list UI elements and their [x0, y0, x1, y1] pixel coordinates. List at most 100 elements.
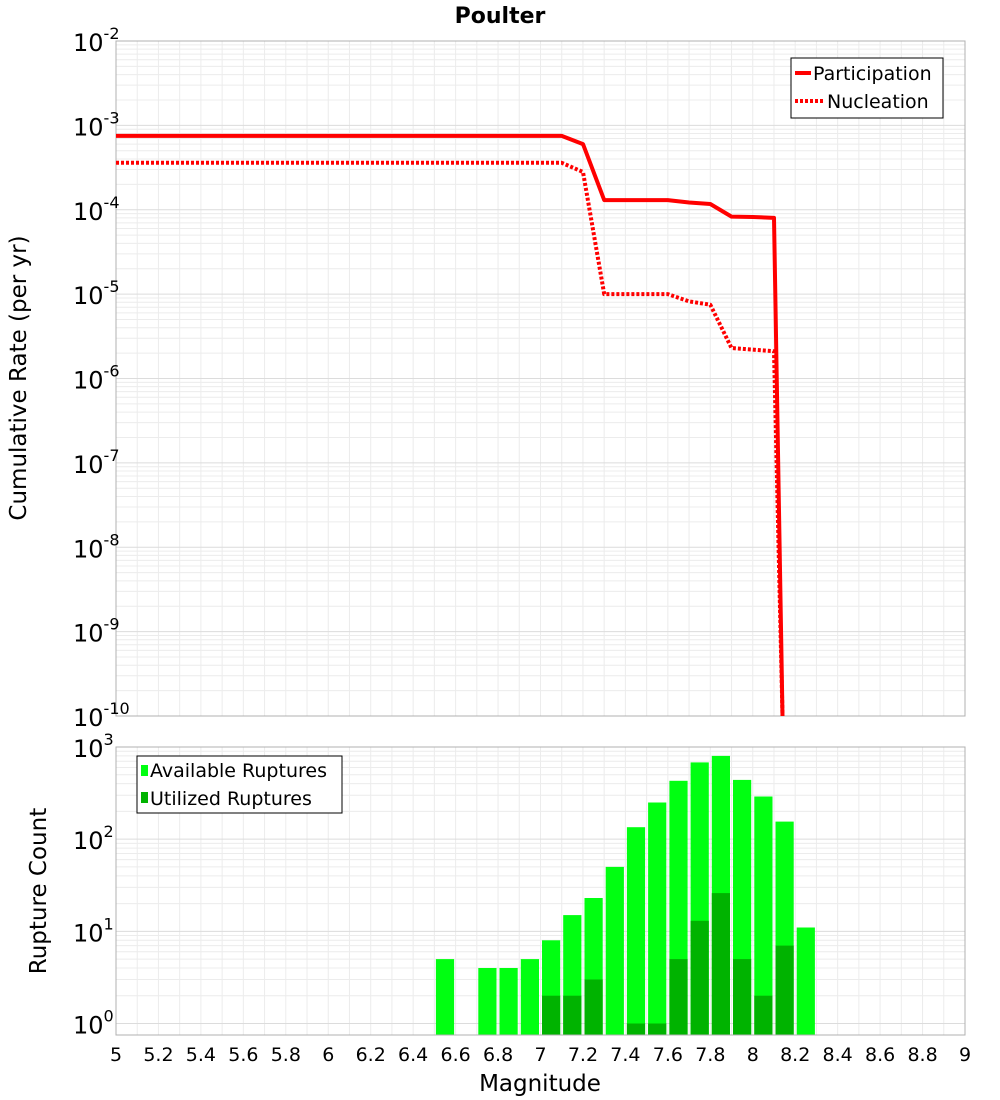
legend-utilized-swatch [141, 792, 148, 803]
available-bar [754, 796, 773, 1035]
tick-exponent: -9 [104, 615, 120, 634]
x-tick-label: 8.4 [823, 1044, 853, 1066]
legend-nucleation-label: Nucleation [827, 91, 929, 113]
x-tick-label: 6.6 [440, 1044, 470, 1066]
x-tick-label: 8.6 [865, 1044, 895, 1066]
tick-exponent: -5 [104, 277, 120, 296]
utilized-bar [584, 979, 603, 1035]
available-bar [648, 802, 667, 1035]
x-tick-label: 7.8 [695, 1044, 725, 1066]
tick-exponent: -8 [104, 530, 120, 549]
available-bar [796, 927, 815, 1035]
bottom-legend: Available Ruptures Utilized Ruptures [136, 755, 343, 814]
tick-exponent: -4 [104, 193, 120, 212]
tick-base: 10 [73, 29, 104, 57]
bottom-y-tick-label: 102 [73, 822, 114, 855]
series-line-nucleation [116, 160, 785, 717]
legend-utilized-label: Utilized Ruptures [150, 788, 312, 810]
tick-exponent: 3 [104, 730, 114, 749]
utilized-bar [733, 959, 752, 1035]
top-series-lines [116, 133, 785, 717]
available-bar [626, 827, 646, 1035]
tick-base: 10 [73, 919, 104, 947]
legend-available-swatch [141, 765, 148, 776]
top-y-axis-title: Cumulative Rate (per yr) [6, 235, 32, 520]
top-y-tick-label: 10-6 [73, 362, 120, 395]
tick-exponent: -6 [104, 362, 120, 381]
x-axis-title: Magnitude [479, 1071, 601, 1097]
bottom-plot-frame [115, 746, 966, 1036]
tick-exponent: -10 [104, 699, 130, 718]
x-tick-label: 6 [322, 1044, 334, 1066]
legend-participation-label: Participation [813, 63, 932, 85]
available-bar [605, 866, 624, 1035]
top-y-tick-label: 10-9 [73, 615, 120, 648]
utilized-bar [626, 1023, 646, 1035]
legend-available-label: Available Ruptures [150, 760, 327, 782]
x-tick-label: 5.2 [143, 1044, 173, 1066]
tick-exponent: 0 [104, 1006, 114, 1025]
bottom-y-tick-label: 103 [73, 730, 114, 763]
x-tick-label: 7.4 [610, 1044, 640, 1066]
tick-exponent: -2 [104, 24, 120, 43]
tick-base: 10 [73, 827, 104, 855]
top-y-tick-label: 10-2 [73, 24, 120, 57]
x-tick-label: 5.6 [228, 1044, 258, 1066]
tick-base: 10 [73, 535, 104, 563]
bottom-y-tick-label: 101 [73, 914, 114, 947]
x-tick-label: 8.2 [780, 1044, 810, 1066]
x-tick-label: 5.4 [186, 1044, 216, 1066]
tick-exponent: 1 [104, 914, 114, 933]
utilized-bar [542, 995, 561, 1035]
x-tick-label: 5 [110, 1044, 122, 1066]
tick-base: 10 [73, 451, 104, 479]
x-tick-label: 7.6 [653, 1044, 683, 1066]
top-y-tick-label: 10-4 [73, 193, 120, 226]
top-legend-box [790, 57, 944, 119]
tick-base: 10 [73, 367, 104, 395]
available-bar [478, 968, 497, 1035]
top-y-tick-label: 10-8 [73, 530, 120, 563]
tick-base: 10 [73, 113, 104, 141]
series-line-participation [116, 133, 785, 717]
utilized-bar [775, 945, 794, 1035]
tick-base: 10 [73, 735, 104, 763]
tick-base: 10 [73, 282, 104, 310]
chart-title: Poulter [455, 4, 546, 29]
available-bar [520, 959, 539, 1035]
tick-exponent: 2 [104, 822, 114, 841]
top-y-tick-label: 10-10 [73, 699, 130, 732]
top-plot-frame [115, 40, 966, 717]
x-tick-labels: 5 5.2 5.4 5.6 5.8 6 6.2 6.4 6.6 6.8 7 7.2 7.4 7.6 7.8 8… [110, 1044, 971, 1066]
utilized-bar [690, 920, 709, 1035]
utilized-bar [648, 1023, 667, 1035]
tick-base: 10 [73, 704, 104, 732]
top-y-tick-label: 10-3 [73, 108, 120, 141]
bottom-y-axis-title: Rupture Count [26, 808, 52, 974]
top-legend: Participation Nucleation [790, 57, 944, 119]
x-tick-label: 9 [959, 1044, 971, 1066]
utilized-bar [754, 995, 773, 1035]
x-tick-label: 7.2 [568, 1044, 598, 1066]
x-tick-label: 6.8 [483, 1044, 513, 1066]
tick-base: 10 [73, 1011, 104, 1039]
x-tick-label: 8 [747, 1044, 759, 1066]
utilized-bar [563, 995, 582, 1035]
top-gridlines [115, 41, 966, 717]
x-tick-label: 6.2 [356, 1044, 386, 1066]
x-tick-label: 6.4 [398, 1044, 428, 1066]
rupture-count-bars [435, 755, 815, 1035]
bottom-legend-box [136, 755, 343, 814]
top-y-tick-label: 10-7 [73, 446, 120, 479]
x-tick-label: 5.8 [271, 1044, 301, 1066]
utilized-bar [711, 893, 730, 1035]
top-y-tick-label: 10-5 [73, 277, 120, 310]
tick-base: 10 [73, 198, 104, 226]
available-bar [499, 968, 518, 1035]
x-tick-label: 7 [534, 1044, 546, 1066]
